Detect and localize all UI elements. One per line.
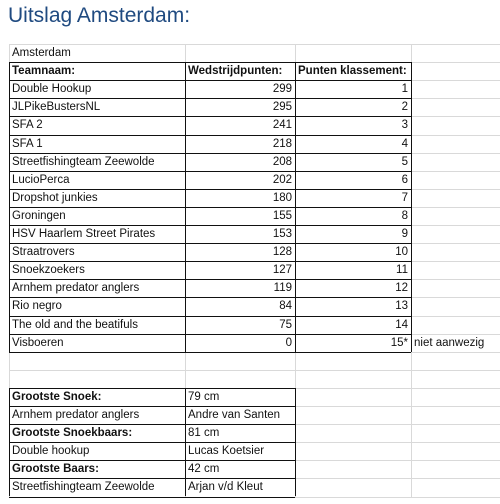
table-border (185, 62, 186, 352)
rank-cell[interactable]: 5 (401, 155, 408, 168)
prize-border (295, 387, 296, 497)
team-name-cell[interactable]: HSV Haarlem Street Pirates (12, 228, 156, 240)
table-border (9, 80, 411, 82)
prize-label-cell[interactable]: Double hookup (12, 445, 90, 458)
prize-label-cell[interactable]: Grootste Baars: (12, 463, 99, 476)
points-cell[interactable]: 299 (272, 83, 292, 96)
points-cell[interactable]: 218 (272, 137, 292, 150)
prize-label-cell[interactable]: Streetfishingteam Zeewolde (12, 481, 155, 494)
points-cell[interactable]: 127 (272, 264, 292, 277)
prize-label-cell[interactable]: Grootste Snoek: (12, 390, 102, 403)
team-name-cell[interactable]: JLPikeBustersNL (12, 101, 101, 114)
gridline (9, 369, 500, 371)
rank-cell[interactable]: 9 (401, 228, 408, 240)
spreadsheet: Amsterdam Teamnaam: Wedstrijdpunten: Punten… (9, 44, 500, 504)
prize-border (9, 387, 295, 389)
points-cell[interactable]: 208 (272, 155, 292, 168)
table-border (9, 62, 10, 352)
table-border (9, 188, 411, 190)
team-name-cell[interactable]: Double Hookup (12, 83, 92, 96)
team-name-cell[interactable]: Arnhem predator anglers (12, 282, 140, 295)
rank-cell[interactable]: 11 (396, 264, 408, 277)
header-points[interactable]: Wedstrijdpunten: (188, 65, 283, 78)
rank-cell[interactable]: 10 (395, 246, 408, 259)
table-border (9, 134, 411, 136)
prize-value-cell[interactable]: 42 cm (188, 463, 220, 476)
points-cell[interactable]: 241 (272, 119, 292, 132)
team-name-cell[interactable]: Snoekzoekers (12, 264, 85, 277)
prize-border (185, 387, 186, 497)
page-title: Uitslag Amsterdam: (8, 4, 191, 27)
prize-label-cell[interactable]: Grootste Snoekbaars: (12, 427, 133, 440)
table-border (9, 116, 411, 118)
prize-value-cell[interactable]: 81 cm (188, 427, 220, 440)
table-border (9, 98, 411, 100)
prize-border (9, 460, 295, 462)
team-name-cell[interactable]: SFA 1 (12, 137, 43, 150)
team-name-cell[interactable]: Visboeren (12, 336, 64, 349)
table-border (295, 62, 296, 352)
sheet-title-cell[interactable]: Amsterdam (12, 47, 71, 59)
points-cell[interactable]: 155 (272, 209, 292, 222)
prize-border (9, 496, 295, 498)
prize-border (9, 387, 10, 497)
rank-cell[interactable]: 6 (401, 173, 408, 186)
table-border (9, 261, 411, 263)
table-border (9, 351, 411, 353)
team-name-cell[interactable]: Groningen (12, 209, 66, 222)
rank-cell[interactable]: 14 (395, 318, 408, 331)
table-border (9, 297, 411, 299)
table-border (9, 243, 411, 245)
prize-border (9, 478, 295, 480)
note-cell[interactable]: niet aanwezig (414, 336, 485, 349)
points-cell[interactable]: 153 (272, 228, 292, 240)
header-rank[interactable]: Punten klassement: (298, 65, 407, 78)
rank-cell[interactable]: 4 (401, 137, 408, 150)
rank-cell[interactable]: 15* (390, 336, 408, 349)
table-border (411, 62, 412, 352)
team-name-cell[interactable]: Streetfishingteam Zeewolde (12, 155, 155, 168)
points-cell[interactable]: 84 (279, 300, 292, 313)
points-cell[interactable]: 180 (272, 191, 292, 204)
points-cell[interactable]: 119 (273, 282, 292, 295)
rank-cell[interactable]: 3 (401, 119, 408, 132)
points-cell[interactable]: 0 (285, 336, 292, 349)
rank-cell[interactable]: 1 (401, 83, 408, 96)
points-cell[interactable]: 202 (272, 173, 292, 186)
rank-cell[interactable]: 2 (401, 101, 408, 114)
prize-border (9, 424, 295, 426)
header-team[interactable]: Teamnaam: (12, 65, 76, 78)
team-name-cell[interactable]: Straatrovers (12, 246, 75, 259)
prize-value-cell[interactable]: Lucas Koetsier (188, 445, 265, 458)
rank-cell[interactable]: 13 (395, 300, 408, 313)
table-border (9, 225, 411, 226)
prize-value-cell[interactable]: Arjan v/d Kleut (188, 481, 263, 494)
points-cell[interactable]: 128 (272, 246, 292, 259)
table-border (9, 206, 411, 208)
prize-label-cell[interactable]: Arnhem predator anglers (12, 409, 140, 421)
team-name-cell[interactable]: The old and the beatifuls (12, 318, 138, 331)
table-border (9, 333, 411, 335)
prize-value-cell[interactable]: 79 cm (188, 390, 220, 403)
table-border (9, 315, 411, 317)
table-border (9, 62, 411, 64)
table-border (9, 279, 411, 281)
rank-cell[interactable]: 8 (401, 209, 408, 222)
team-name-cell[interactable]: SFA 2 (12, 119, 43, 132)
team-name-cell[interactable]: LucioPerca (12, 173, 70, 186)
prize-border (9, 406, 295, 407)
table-border (9, 170, 411, 172)
rank-cell[interactable]: 12 (395, 282, 408, 295)
points-cell[interactable]: 295 (272, 101, 292, 114)
prize-value-cell[interactable]: Andre van Santen (188, 409, 281, 421)
rank-cell[interactable]: 7 (401, 191, 408, 204)
points-cell[interactable]: 75 (279, 318, 292, 331)
team-name-cell[interactable]: Rio negro (12, 300, 62, 313)
team-name-cell[interactable]: Dropshot junkies (12, 191, 98, 204)
table-border (9, 152, 411, 154)
prize-border (9, 442, 295, 444)
gridline (9, 44, 500, 45)
